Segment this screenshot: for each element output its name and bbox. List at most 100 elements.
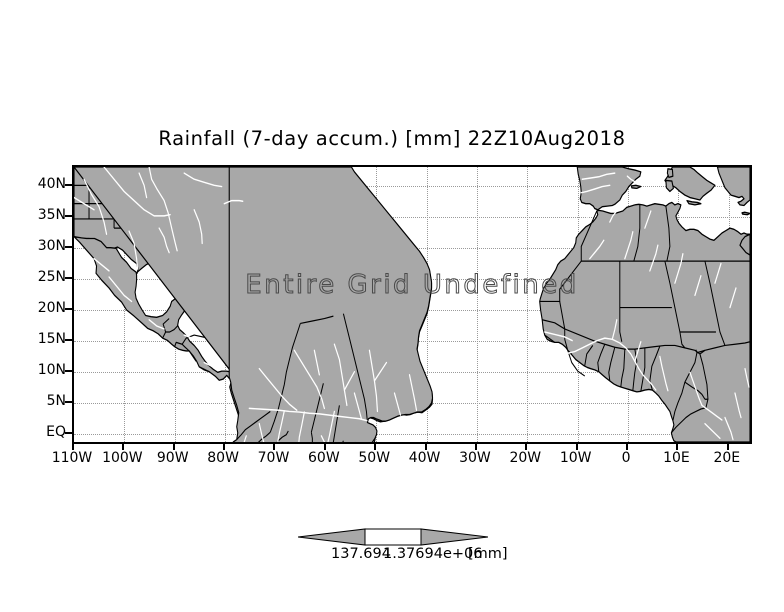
map-plot-area: Entire Grid Undefined [72, 165, 752, 444]
xtick-mark [273, 444, 276, 450]
river-line [320, 435, 326, 442]
colorbar-labels: 137.694 1.37694e+06 [mm] [0, 546, 784, 566]
ytick-label: 35N [37, 206, 66, 223]
colorbar-left-extend [298, 528, 366, 546]
border-line [544, 334, 555, 343]
border-line [269, 323, 301, 433]
xtick-label: 0 [621, 450, 631, 466]
river-line [589, 239, 605, 260]
ytick-label: 5N [46, 392, 66, 409]
landmass-sardinia [665, 179, 674, 193]
xtick-mark [525, 444, 528, 450]
border-line [620, 349, 626, 388]
xtick-mark [122, 444, 125, 450]
river-line [659, 355, 669, 392]
ytick-mark [65, 307, 72, 310]
river-line [704, 422, 721, 440]
river-line [108, 276, 133, 303]
xtick-label: 50W [358, 450, 391, 466]
xtick-label: 40W [408, 450, 441, 466]
border-line [696, 349, 706, 354]
world-map-coastlines [74, 167, 750, 442]
landmass-greece-balkans [716, 167, 750, 207]
river-line [83, 178, 108, 235]
xtick-label: 10W [559, 450, 592, 466]
xtick-label: 70W [257, 450, 290, 466]
border-line [640, 347, 646, 392]
border-line [567, 350, 586, 377]
river-line [373, 361, 388, 382]
river-line [689, 371, 703, 407]
border-line [236, 410, 271, 441]
river-line [701, 404, 723, 421]
landmass-arabia-edge [739, 233, 750, 256]
river-line [327, 410, 335, 442]
border-line [699, 341, 750, 355]
border-line [665, 206, 671, 262]
border-line [672, 349, 698, 421]
border-line [597, 343, 606, 372]
ytick-label: 15N [37, 330, 66, 347]
border-line [332, 405, 340, 442]
xtick-mark [474, 444, 477, 450]
ytick-mark [65, 214, 72, 217]
river-line [298, 411, 305, 442]
xtick-mark [726, 444, 729, 450]
river-line [634, 341, 642, 363]
river-line [158, 227, 170, 254]
landmass-africa [539, 201, 750, 442]
xtick-mark [424, 444, 427, 450]
xtick-label: 110W [51, 450, 93, 466]
ytick-mark [65, 431, 72, 434]
river-line [333, 343, 348, 407]
river-line [353, 392, 363, 420]
colorbar[interactable] [298, 526, 488, 548]
river-line [566, 337, 657, 391]
xtick-label: 80W [207, 450, 239, 466]
colorbar-right-extend [420, 528, 488, 546]
xtick-label: 90W [156, 450, 189, 466]
colorbar-units-label: [mm] [468, 546, 508, 562]
border-line [671, 407, 707, 434]
border-line [300, 315, 334, 325]
border-line [539, 210, 598, 303]
river-line [93, 257, 110, 272]
border-line [704, 260, 726, 346]
landmass-corsica [666, 168, 674, 179]
ytick-mark [65, 276, 72, 279]
xtick-label: 20W [509, 450, 542, 466]
border-line [684, 381, 706, 400]
river-line [393, 392, 402, 416]
xtick-mark [676, 444, 679, 450]
river-line [581, 172, 616, 180]
ytick-label: EQ [46, 423, 66, 440]
xtick-label: 10E [663, 450, 690, 466]
border-line [608, 347, 616, 381]
border-line [584, 345, 594, 366]
river-line [674, 253, 684, 284]
river-line [611, 319, 618, 341]
border-line [162, 324, 179, 339]
river-line [624, 231, 634, 260]
ytick-label: 30N [37, 237, 66, 254]
ytick-label: 10N [37, 361, 66, 378]
river-line [258, 422, 265, 442]
river-line [277, 410, 285, 442]
river-line [258, 367, 298, 411]
river-line [644, 210, 652, 229]
page-title: Rainfall (7-day accum.) [mm] 22Z10Aug201… [158, 127, 626, 150]
river-line [183, 172, 223, 188]
xtick-label: 60W [308, 450, 340, 466]
river-line [103, 167, 171, 217]
river-line [313, 349, 320, 376]
ytick-mark [65, 183, 72, 186]
border-line [342, 313, 368, 423]
river-line [148, 319, 165, 330]
river-line [626, 175, 636, 183]
river-line [223, 199, 244, 205]
river-line [729, 287, 737, 309]
xtick-label: 20E [713, 450, 741, 466]
ytick-mark [65, 245, 72, 248]
border-line [310, 383, 324, 433]
